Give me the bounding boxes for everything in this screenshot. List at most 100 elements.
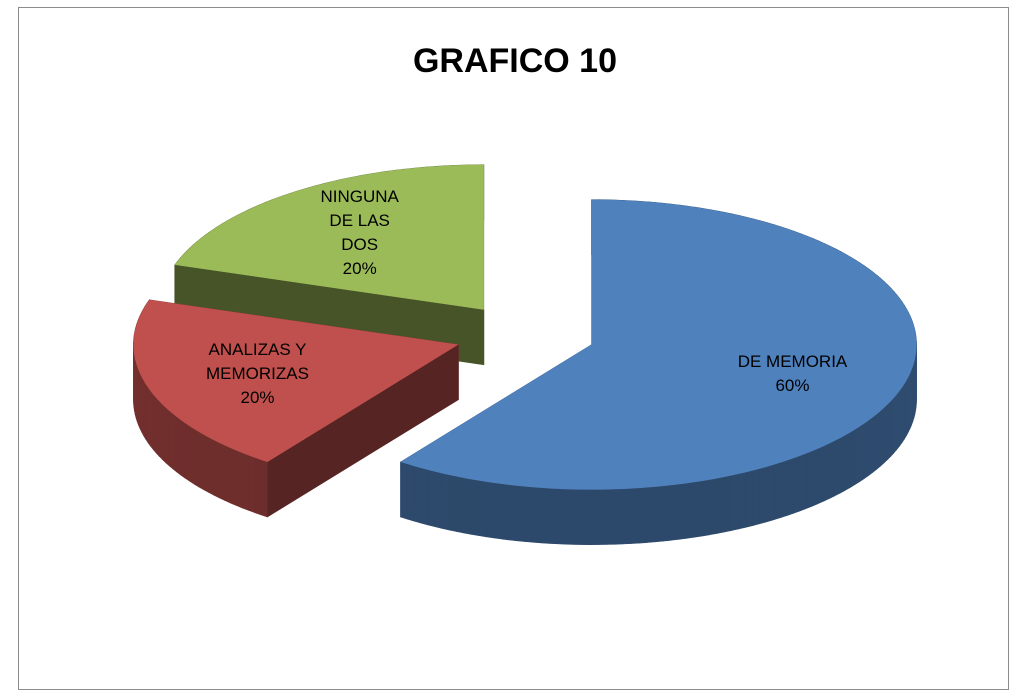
slice-side <box>859 423 865 483</box>
slice-percent: 20% <box>240 387 275 407</box>
slice-side <box>533 487 543 544</box>
slice-side <box>486 481 495 539</box>
slice-side <box>565 488 575 545</box>
slice-side <box>176 416 182 476</box>
slice-side <box>185 422 191 482</box>
slice-side <box>203 434 210 494</box>
slice-side <box>400 461 408 520</box>
slice-side <box>723 475 732 533</box>
slice-side <box>224 445 232 504</box>
slice-side <box>662 484 671 542</box>
slice-side <box>678 483 687 540</box>
slice-side <box>456 476 465 534</box>
slice-side <box>899 386 903 448</box>
slice-side <box>143 379 147 441</box>
slice-side <box>786 457 794 516</box>
slice-side <box>614 488 623 545</box>
slice-category: ANALIZAS Y MEMORIZAS <box>206 339 309 383</box>
slice-side <box>230 447 237 507</box>
slice-side <box>413 465 422 524</box>
slice-side <box>811 448 819 507</box>
slice-side <box>573 489 583 545</box>
slice-side <box>901 383 905 444</box>
slice-side <box>759 466 768 525</box>
slice-side <box>420 467 429 526</box>
slice-side <box>172 413 178 473</box>
slice-side <box>685 481 695 539</box>
slice-side <box>670 484 679 541</box>
slice-side <box>780 460 788 519</box>
slice-side <box>872 413 877 474</box>
slice-category: DE MEMORIA <box>737 351 848 371</box>
slice-side <box>834 437 841 497</box>
slice-side <box>541 487 551 544</box>
slice-side <box>646 486 656 543</box>
slice-side <box>549 488 559 545</box>
slice-side <box>863 420 869 480</box>
slice-side <box>180 419 186 479</box>
slice-side <box>557 488 567 545</box>
slice-side <box>589 489 599 545</box>
slice-side <box>893 393 897 454</box>
slice-side <box>448 474 457 532</box>
slice-side <box>868 416 873 477</box>
slice-side <box>890 397 895 458</box>
slice-side <box>693 480 702 538</box>
slice-side <box>799 453 807 512</box>
slice-side <box>738 471 747 530</box>
slice-side <box>598 489 607 545</box>
slice-side <box>198 431 205 491</box>
slice-side <box>152 393 157 454</box>
slice-side <box>145 383 149 444</box>
slice-side <box>622 488 631 545</box>
slice-side <box>708 478 718 536</box>
slice-side <box>630 487 640 544</box>
slice-side <box>169 410 174 470</box>
slice-side <box>162 403 167 464</box>
pie-slice <box>174 164 484 310</box>
slice-side <box>883 403 888 464</box>
slice-side <box>876 410 881 470</box>
slice-side <box>525 486 535 543</box>
slice-side <box>701 479 710 537</box>
slice-group <box>400 199 917 545</box>
slice-side <box>839 434 846 494</box>
slice-side <box>236 450 243 509</box>
slice-side <box>880 407 885 467</box>
slice-label: NINGUNA DE LAS DOS 20% <box>316 185 404 281</box>
slice-category: NINGUNA DE LAS DOS <box>320 187 399 255</box>
slice-side <box>638 487 648 544</box>
slice-side <box>903 379 907 441</box>
slice-side <box>254 457 262 516</box>
pie-slice <box>133 299 459 462</box>
slice-side <box>248 454 255 514</box>
slice-percent: 20% <box>342 259 377 279</box>
slice-side <box>208 437 215 496</box>
slice-side <box>849 429 856 489</box>
slice-side <box>194 428 200 488</box>
slice-side <box>731 473 740 531</box>
slice-side <box>213 439 220 499</box>
slice-side <box>823 443 830 502</box>
slice-side <box>752 468 761 526</box>
slice-side <box>150 390 154 451</box>
slice-side <box>165 407 170 467</box>
slice-side <box>463 477 472 535</box>
slice-label: ANALIZAS Y MEMORIZAS 20% <box>193 338 323 410</box>
slice-side <box>817 445 824 505</box>
slice-side <box>887 400 892 461</box>
slice-side <box>805 450 813 510</box>
slice-side <box>189 425 195 485</box>
slice-side <box>441 472 450 531</box>
slice-side <box>581 489 591 545</box>
slice-side <box>773 462 781 521</box>
slice-side <box>434 471 443 529</box>
slice-side <box>260 459 268 518</box>
slice-side <box>606 488 615 545</box>
slice-side <box>158 400 163 461</box>
slice-side <box>155 397 160 457</box>
slice-side <box>219 442 226 502</box>
slice-label: DE MEMORIA 60% <box>727 350 857 398</box>
